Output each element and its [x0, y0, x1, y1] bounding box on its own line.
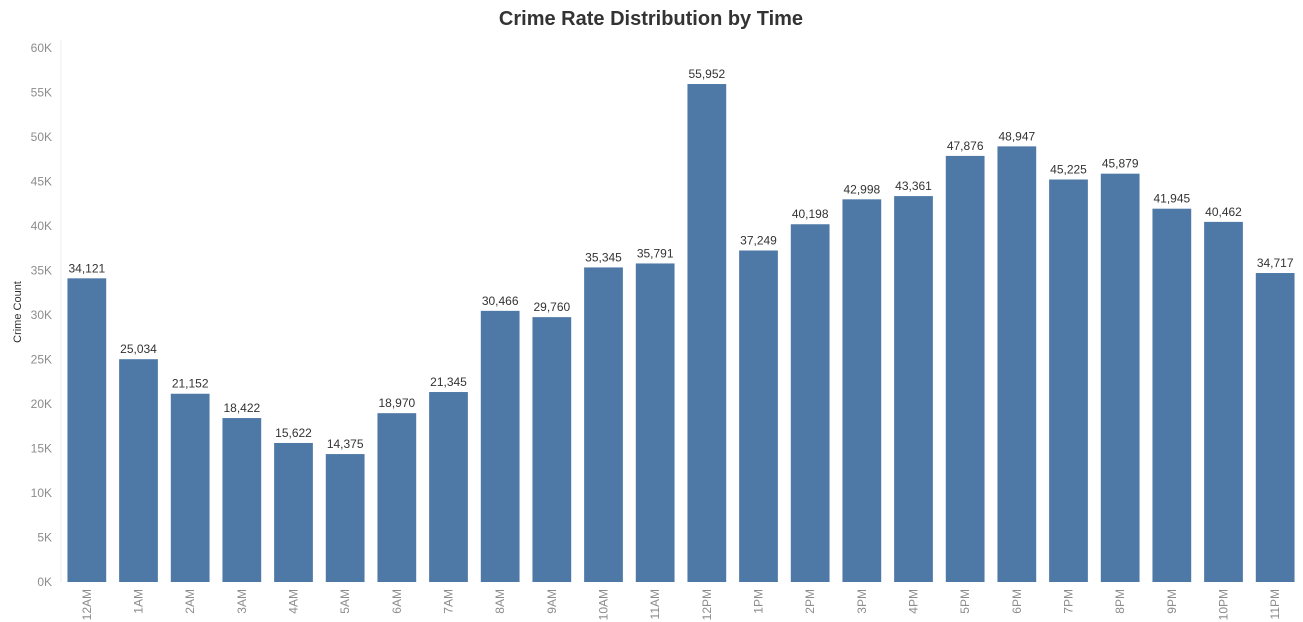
data-label: 21,345	[430, 375, 467, 389]
y-tick-label: 40K	[31, 219, 52, 233]
x-tick-label: 8AM	[493, 589, 507, 614]
x-tick-label: 3AM	[235, 589, 249, 614]
x-tick-label: 10AM	[597, 589, 611, 620]
data-label: 41,945	[1153, 192, 1190, 206]
data-label: 40,198	[792, 207, 829, 221]
data-label: 21,152	[172, 377, 209, 391]
y-tick-label: 0K	[37, 575, 52, 589]
y-tick-label: 45K	[31, 175, 52, 189]
data-label: 45,879	[1102, 157, 1139, 171]
data-label: 29,760	[533, 300, 570, 314]
x-tick-label: 9PM	[1165, 589, 1179, 614]
data-label: 45,225	[1050, 162, 1087, 176]
data-label: 34,121	[68, 261, 105, 275]
bar[interactable]	[1255, 273, 1295, 582]
bar[interactable]	[325, 454, 365, 582]
data-label: 40,462	[1205, 205, 1242, 219]
x-tick-label: 4PM	[907, 589, 921, 614]
x-tick-label: 5AM	[338, 589, 352, 614]
x-tick-label: 11AM	[648, 589, 662, 619]
bar[interactable]	[945, 155, 985, 582]
x-tick-label: 2PM	[803, 589, 817, 614]
x-axis-ticks: 12AM 1AM 2AM 3AM 4AM 5AM 6AM 7AM 8AM 9AM 10AM 11AM 1…	[80, 589, 1282, 620]
y-axis-label: Crime Count	[12, 281, 24, 343]
data-label: 48,947	[998, 129, 1035, 143]
chart-title: Crime Rate Distribution by Time	[499, 8, 803, 30]
bar[interactable]	[222, 418, 262, 582]
bar[interactable]	[274, 442, 313, 582]
x-tick-label: 1PM	[752, 589, 766, 614]
bar[interactable]	[532, 317, 572, 582]
x-tick-label: 9AM	[545, 589, 559, 614]
y-axis-ticks: 0K 5K 10K 15K 20K 25K 30K 35K 40K 45K 50K 55K 60K	[31, 41, 52, 589]
bar[interactable]	[119, 359, 158, 582]
x-tick-label: 12AM	[80, 589, 94, 620]
y-tick-label: 20K	[31, 397, 52, 411]
bar[interactable]	[635, 263, 675, 582]
bar[interactable]	[790, 224, 830, 582]
x-tick-label: 3PM	[855, 589, 869, 614]
x-tick-label: 10PM	[1217, 589, 1231, 620]
x-tick-label: 7PM	[1062, 589, 1076, 614]
y-tick-label: 15K	[31, 442, 52, 456]
bars-group	[67, 84, 1295, 583]
data-label: 35,345	[585, 250, 622, 264]
data-label: 14,375	[327, 437, 364, 451]
data-label: 55,952	[688, 67, 725, 81]
bar[interactable]	[480, 310, 520, 582]
data-labels-group: 34,121 25,034 21,152 18,422 15,622 14,375 18,9…	[68, 67, 1293, 451]
x-tick-label: 12PM	[700, 589, 714, 620]
bar[interactable]	[429, 392, 468, 582]
bar[interactable]	[377, 413, 417, 582]
x-tick-label: 8PM	[1113, 589, 1127, 614]
bar[interactable]	[170, 393, 210, 582]
y-tick-label: 60K	[31, 41, 52, 55]
data-label: 18,970	[378, 396, 415, 410]
x-tick-label: 1AM	[132, 589, 146, 614]
data-label: 15,622	[275, 426, 312, 440]
bar[interactable]	[67, 278, 107, 582]
bar[interactable]	[997, 146, 1037, 582]
data-label: 25,034	[120, 342, 157, 356]
bar[interactable]	[1049, 179, 1088, 582]
bar[interactable]	[687, 84, 727, 583]
data-label: 35,791	[637, 246, 674, 260]
data-label: 42,998	[843, 182, 880, 196]
x-tick-label: 4AM	[287, 589, 301, 614]
bar[interactable]	[1204, 221, 1243, 583]
y-tick-label: 35K	[31, 264, 52, 278]
data-label: 43,361	[895, 179, 932, 193]
data-label: 34,717	[1257, 256, 1294, 270]
bar[interactable]	[1100, 173, 1140, 583]
y-tick-label: 50K	[31, 130, 52, 144]
y-tick-label: 55K	[31, 86, 52, 100]
data-label: 18,422	[223, 401, 260, 415]
bar[interactable]	[842, 199, 882, 582]
bar[interactable]	[894, 196, 933, 582]
x-tick-label: 6AM	[390, 589, 404, 614]
data-label: 47,876	[947, 139, 984, 153]
x-tick-label: 6PM	[1010, 589, 1024, 614]
bar[interactable]	[584, 267, 623, 582]
x-tick-label: 2AM	[183, 589, 197, 614]
x-tick-label: 7AM	[442, 589, 456, 614]
bar[interactable]	[739, 250, 778, 583]
x-tick-label: 5PM	[958, 589, 972, 614]
data-label: 30,466	[482, 294, 519, 308]
y-tick-label: 5K	[37, 531, 52, 545]
y-tick-label: 25K	[31, 353, 52, 367]
data-label: 37,249	[740, 233, 777, 247]
y-tick-label: 10K	[31, 486, 52, 500]
y-tick-label: 30K	[31, 308, 52, 322]
bar[interactable]	[1152, 208, 1192, 582]
x-tick-label: 11PM	[1268, 589, 1282, 619]
